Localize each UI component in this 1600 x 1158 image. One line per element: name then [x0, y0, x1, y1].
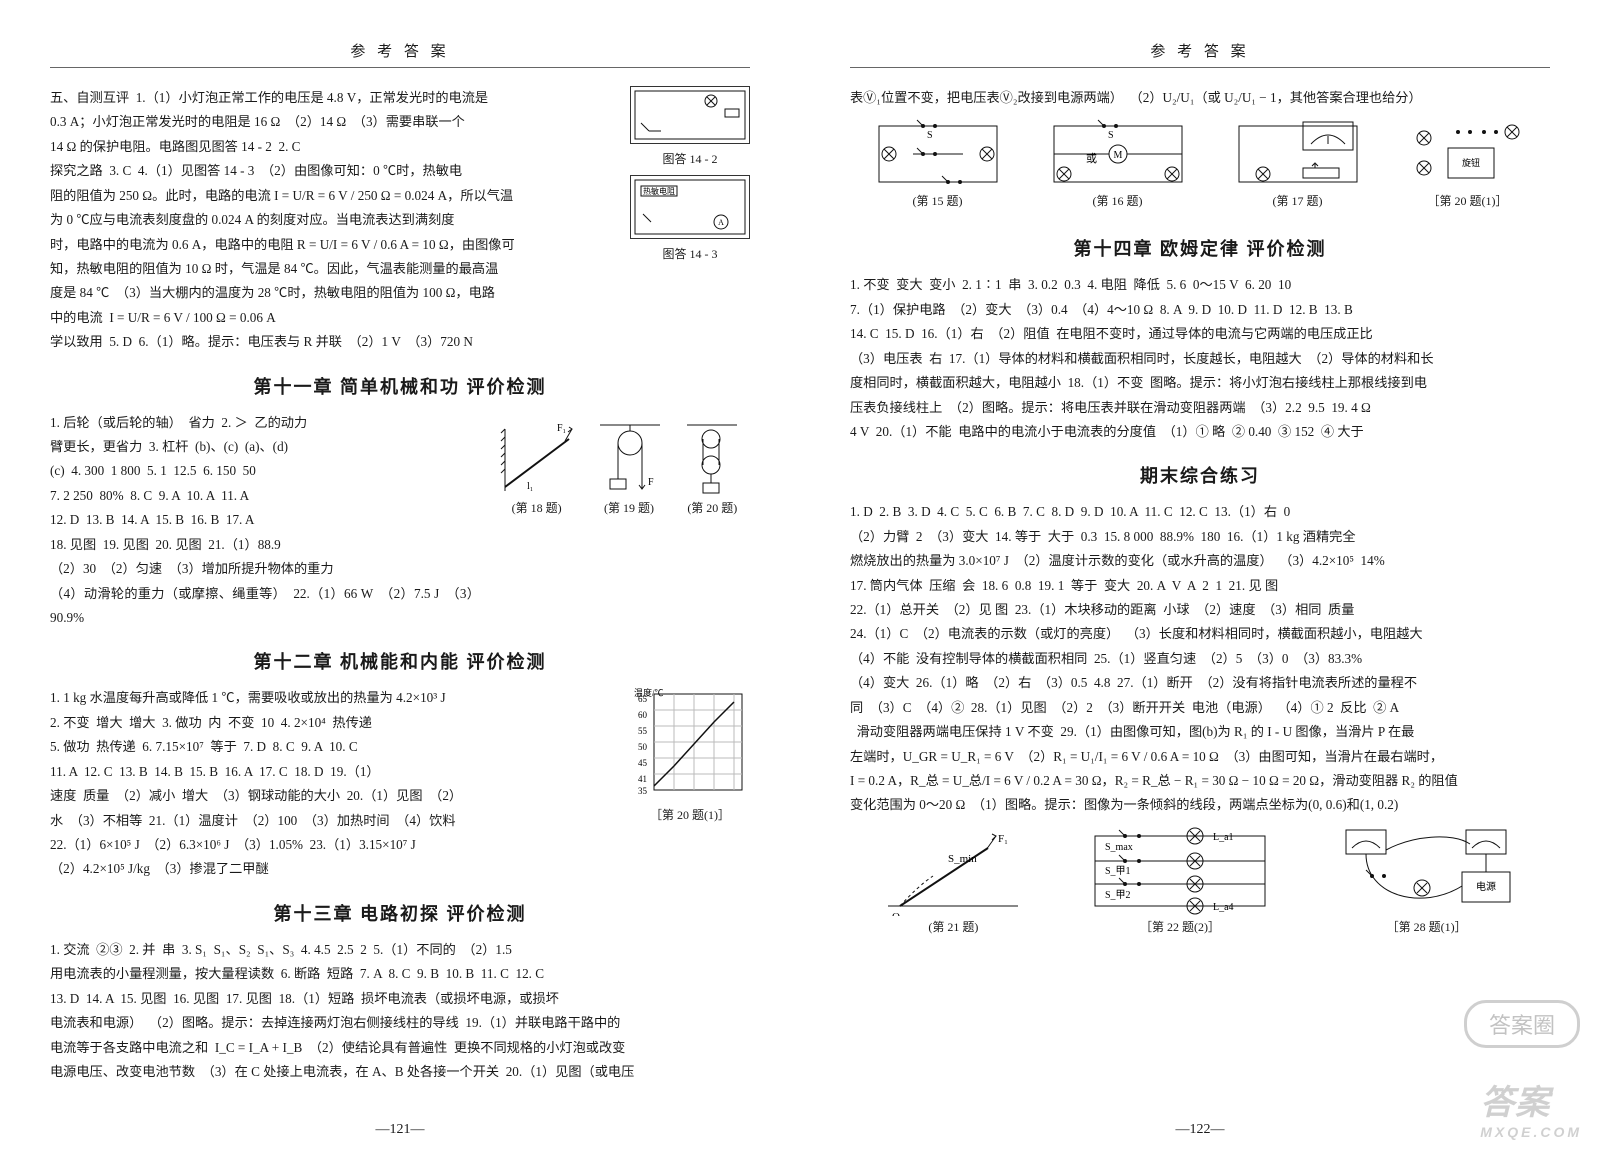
pulley-block-icon [681, 419, 743, 497]
final-text: 1. D 2. B 3. D 4. C 5. C 6. B 7. C 8. D … [850, 500, 1550, 817]
svg-text:45: 45 [638, 758, 648, 768]
left-page-number: —121— [0, 1122, 800, 1138]
svg-text:55: 55 [638, 726, 648, 736]
svg-text:65: 65 [638, 694, 648, 704]
header-rule-right [850, 67, 1550, 68]
watermark: 答案 MXQE.COM [1480, 1075, 1582, 1140]
circuit-q17-icon [1233, 118, 1363, 190]
fig-q28-1-label: ［第 28 题(1)］ [1332, 918, 1522, 935]
fig-q20-1: 旋钮 ［第 20 题(1)］ [1408, 118, 1528, 217]
svg-text:M: M [1113, 150, 1122, 161]
sec11-text: 1. 后轮（或后轮的轴） 省力 2. ＞ 乙的动力 臂更长，更省力 3. 杠杆 … [50, 411, 480, 631]
fig-q21-label: (第 21 题) [878, 918, 1028, 935]
answer-badge: 答案圈 [1464, 1000, 1580, 1048]
svg-text:F₁: F₁ [557, 423, 566, 434]
circuit-14-3-icon: 热敏电阻 A [630, 175, 750, 239]
line-chart-icon: 温度/℃ 65 60 55 50 45 41 35 [630, 686, 748, 804]
final-title: 期末综合练习 [850, 462, 1550, 488]
fig-q15: S (第 15 题) [873, 118, 1003, 217]
fig-14-2-label: 图答 14 - 2 [630, 150, 750, 167]
svg-text:O: O [892, 911, 900, 916]
ch14-intro-block: 五、自测互评 1.（1）小灯泡正常工作的电压是 4.8 V，正常发光时的电流是 … [50, 86, 750, 355]
svg-text:L_a1: L_a1 [1213, 832, 1234, 843]
fig-q20-label: (第 20 题) [681, 499, 743, 516]
svg-text:S_甲2: S_甲2 [1105, 890, 1131, 901]
sec12-fig-label: ［第 20 题(1)］ [630, 806, 750, 823]
fig-14-3-label: 图答 14 - 3 [630, 245, 750, 262]
svg-text:旋钮: 旋钮 [1461, 157, 1479, 168]
svg-text:L_a4: L_a4 [1213, 902, 1234, 913]
svg-text:41: 41 [638, 774, 647, 784]
svg-text:60: 60 [638, 710, 648, 720]
sec13-text: 1. 交流 ②③ 2. 并 串 3. S₁ S₁、S₂ S₁、S₃ 4. 4.5… [50, 938, 750, 1085]
header-rule-left [50, 67, 750, 68]
page-spread: 参 考 答 案 五、自测互评 1.（1）小灯泡正常工作的电压是 4.8 V，正常… [0, 0, 1600, 1158]
svg-text:S_min: S_min [948, 853, 977, 865]
svg-text:S_max: S_max [1105, 842, 1133, 853]
svg-text:热敏电阻: 热敏电阻 [643, 186, 675, 196]
circuit-q15-icon: S [873, 118, 1003, 190]
right-page: 参 考 答 案 表Ⓥ₁位置不变，把电压表Ⓥ₂改接到电源两端） （2）U₂/U₁（… [800, 0, 1600, 1158]
svg-text:或: 或 [1086, 152, 1097, 165]
sec12-text: 1. 1 kg 水温度每升高或降低 1 ℃，需要吸收或放出的热量为 4.2×10… [50, 686, 620, 881]
svg-text:50: 50 [638, 742, 648, 752]
circuit-q28-1-icon: 电源 [1332, 826, 1522, 916]
fig-q18: F₁ l₁ (第 18 题) [497, 419, 577, 524]
fig-q20: (第 20 题) [681, 419, 743, 524]
svg-text:F: F [648, 477, 654, 488]
left-page: 参 考 答 案 五、自测互评 1.（1）小灯泡正常工作的电压是 4.8 V，正常… [0, 0, 800, 1158]
circuit-14-2-icon [630, 86, 750, 144]
svg-text:S: S [1108, 130, 1114, 141]
fig-q16-label: (第 16 题) [1048, 192, 1188, 209]
fig-q20-1-label: ［第 20 题(1)］ [1408, 192, 1528, 209]
fig-q28-1: 电源 ［第 28 题(1)］ [1332, 826, 1522, 943]
right-bottom-fig-row: F₁ O S_min (第 21 题) S_max L_a1 S_甲1 [850, 826, 1550, 943]
svg-text:F₁: F₁ [998, 833, 1008, 845]
ch14-intro-text: 五、自测互评 1.（1）小灯泡正常工作的电压是 4.8 V，正常发光时的电流是 … [50, 86, 620, 355]
fig-q16: M S 或 (第 16 题) [1048, 118, 1188, 217]
right-top-text: 表Ⓥ₁位置不变，把电压表Ⓥ₂改接到电源两端） （2）U₂/U₁（或 U₂/U₁ … [850, 86, 1550, 110]
fig-q21: F₁ O S_min (第 21 题) [878, 826, 1028, 943]
lever-q21-icon: F₁ O S_min [878, 826, 1028, 916]
watermark-sub: MXQE.COM [1480, 1124, 1582, 1140]
fig-q22-2-label: ［第 22 题(2)］ [1085, 918, 1275, 935]
svg-text:A: A [718, 218, 724, 227]
sec12-block: 1. 1 kg 水温度每升高或降低 1 ℃，需要吸收或放出的热量为 4.2×10… [50, 686, 750, 881]
fig-q17: (第 17 题) [1233, 118, 1363, 217]
fig-q18-label: (第 18 题) [497, 499, 577, 516]
right-fig-row: S (第 15 题) M [850, 118, 1550, 217]
circuit-q20-1-icon: 旋钮 [1408, 118, 1528, 190]
right-header: 参 考 答 案 [850, 40, 1550, 61]
sec11-title: 第十一章 简单机械和功 评价检测 [50, 373, 750, 399]
sec11-block: 1. 后轮（或后轮的轴） 省力 2. ＞ 乙的动力 臂更长，更省力 3. 杠杆 … [50, 411, 750, 631]
sec14-title: 第十四章 欧姆定律 评价检测 [850, 235, 1550, 261]
fig-q22-2: S_max L_a1 S_甲1 S_甲2 L_a4 [1085, 826, 1275, 943]
svg-text:电源: 电源 [1476, 880, 1496, 893]
svg-text:S: S [927, 130, 933, 141]
watermark-main: 答案 [1480, 1084, 1550, 1122]
left-header: 参 考 答 案 [50, 40, 750, 61]
sec14-text: 1. 不变 变大 变小 2. 1∶1 串 3. 0.2 0.3 4. 电阻 降低… [850, 273, 1550, 444]
fig-q15-label: (第 15 题) [873, 192, 1003, 209]
sec12-title: 第十二章 机械能和内能 评价检测 [50, 648, 750, 674]
fig-q17-label: (第 17 题) [1233, 192, 1363, 209]
svg-text:S_甲1: S_甲1 [1105, 866, 1131, 877]
pulley-icon: F [590, 419, 668, 497]
fig-q19-label: (第 19 题) [590, 499, 668, 516]
svg-text:l₁: l₁ [527, 481, 533, 492]
svg-text:35: 35 [638, 786, 648, 796]
sec13-title: 第十三章 电路初探 评价检测 [50, 900, 750, 926]
circuit-q22-2-icon: S_max L_a1 S_甲1 S_甲2 L_a4 [1085, 826, 1275, 916]
lever-icon: F₁ l₁ [497, 419, 577, 497]
circuit-q16-icon: M S 或 [1048, 118, 1188, 190]
fig-q19: F (第 19 题) [590, 419, 668, 524]
